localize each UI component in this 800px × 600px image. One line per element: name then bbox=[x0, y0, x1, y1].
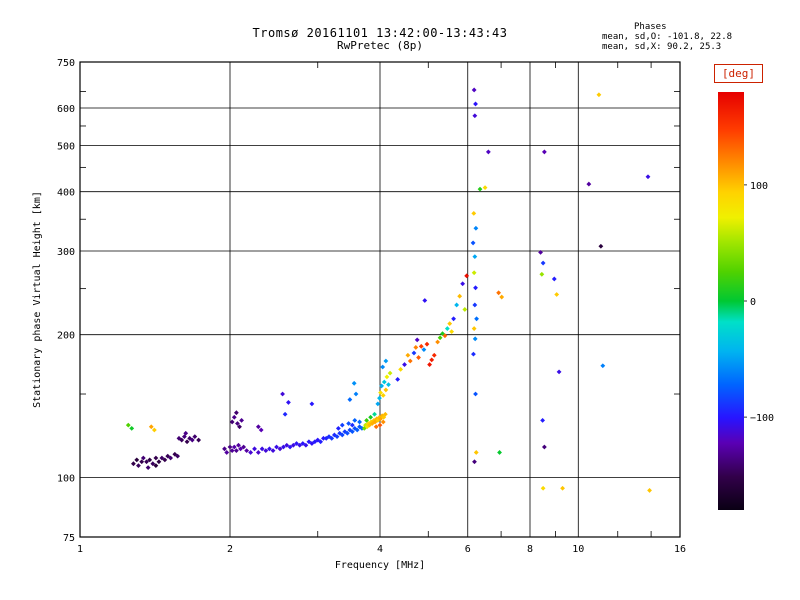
colorbar bbox=[718, 92, 744, 510]
svg-text:−100: −100 bbox=[750, 413, 774, 424]
y-tick-labels: 75 100 200 300 400 500 600 750 bbox=[57, 58, 75, 544]
svg-text:0: 0 bbox=[750, 297, 756, 308]
svg-text:75: 75 bbox=[63, 533, 75, 544]
svg-text:500: 500 bbox=[57, 142, 75, 153]
svg-text:4: 4 bbox=[377, 544, 383, 555]
plot-title: Tromsø 20161101 13:42:00-13:43:43 bbox=[252, 26, 508, 40]
plot-frame bbox=[79, 61, 681, 538]
colorbar-tick-labels: 100 0 −100 bbox=[744, 181, 774, 424]
svg-text:300: 300 bbox=[57, 247, 75, 258]
y-axis-title: Stationary phase Virtual Height [km] bbox=[32, 191, 43, 408]
phase-stats-mean-o: mean, sd,O: -101.8, 22.8 bbox=[602, 32, 733, 42]
x-axis-title: Frequency [MHz] bbox=[335, 560, 425, 571]
plot-subtitle: RwPretec (8p) bbox=[336, 39, 424, 52]
x-tick-labels: 1 2 4 6 8 10 16 bbox=[77, 544, 686, 555]
svg-text:8: 8 bbox=[527, 544, 533, 555]
svg-text:10: 10 bbox=[572, 544, 584, 555]
colorbar-units-label: [deg] bbox=[714, 64, 763, 83]
svg-text:1: 1 bbox=[77, 544, 83, 555]
gridlines bbox=[80, 62, 680, 537]
phase-stats: Phases mean, sd,O: -101.8, 22.8 mean, sd… bbox=[602, 22, 797, 52]
minor-ticks bbox=[80, 62, 680, 537]
svg-text:200: 200 bbox=[57, 331, 75, 342]
svg-text:2: 2 bbox=[227, 544, 233, 555]
svg-text:400: 400 bbox=[57, 188, 75, 199]
svg-text:100: 100 bbox=[750, 181, 768, 192]
phase-stats-mean-x: mean, sd,X: 90.2, 25.3 bbox=[602, 42, 722, 52]
svg-text:100: 100 bbox=[57, 474, 75, 485]
scatter-points bbox=[125, 87, 652, 493]
svg-text:750: 750 bbox=[57, 58, 75, 69]
phase-stats-heading: Phases bbox=[634, 22, 667, 32]
svg-text:600: 600 bbox=[57, 104, 75, 115]
svg-text:6: 6 bbox=[465, 544, 471, 555]
svg-text:16: 16 bbox=[674, 544, 686, 555]
